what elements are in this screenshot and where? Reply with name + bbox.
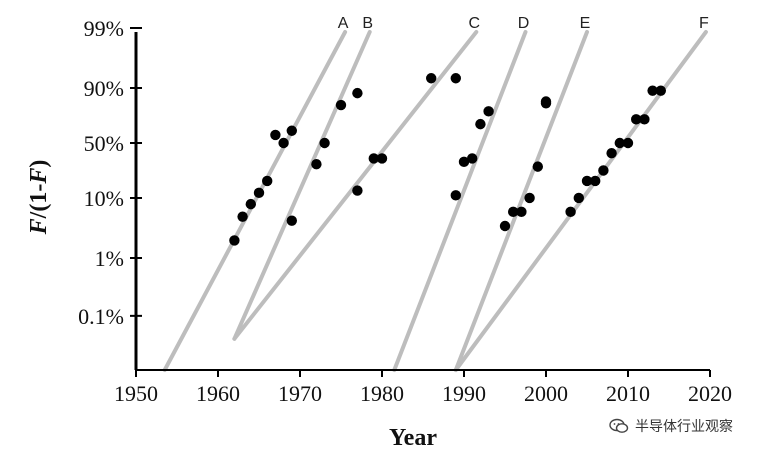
y-axis-title-part: ) bbox=[26, 160, 52, 168]
y-tick-label: 1% bbox=[95, 246, 124, 271]
trend-line-label-f: F bbox=[699, 15, 709, 32]
y-tick-label: 50% bbox=[84, 131, 124, 156]
data-point bbox=[311, 158, 322, 170]
wechat-icon bbox=[609, 418, 629, 433]
data-point bbox=[245, 198, 256, 210]
trend-line-c bbox=[232, 30, 479, 341]
data-point bbox=[499, 220, 511, 232]
y-axis-title-part: F bbox=[26, 218, 52, 235]
trend-line-label-a: A bbox=[338, 15, 349, 32]
data-point bbox=[508, 206, 519, 218]
y-axis-title-part: /(1- bbox=[26, 184, 52, 220]
trend-line-label-e: E bbox=[580, 15, 591, 32]
x-tick-label: 2020 bbox=[688, 381, 732, 406]
data-point bbox=[590, 175, 601, 187]
data-point bbox=[253, 187, 265, 199]
data-point bbox=[270, 129, 281, 141]
watermark-text: 半导体行业观察 bbox=[635, 419, 733, 435]
trend-line-d bbox=[392, 30, 528, 372]
data-point bbox=[647, 85, 658, 96]
data-point bbox=[606, 147, 617, 159]
data-point bbox=[450, 73, 461, 84]
data-point bbox=[335, 99, 347, 111]
y-tick-label: 0.1% bbox=[78, 304, 124, 329]
data-point bbox=[655, 85, 666, 96]
data-point bbox=[639, 114, 650, 125]
data-point bbox=[467, 153, 478, 164]
data-point bbox=[516, 206, 527, 218]
watermark: 半导体行业观察 bbox=[609, 416, 733, 436]
x-tick-label: 2010 bbox=[606, 381, 650, 406]
data-point bbox=[286, 125, 297, 136]
trend-line-b bbox=[232, 30, 372, 341]
data-point bbox=[286, 215, 297, 226]
x-tick-label: 1950 bbox=[114, 381, 158, 406]
data-point bbox=[573, 192, 584, 204]
x-tick-label: 1990 bbox=[442, 381, 486, 406]
data-point bbox=[622, 137, 634, 149]
axis-labels: 0.1% 1% 10% 50% 90% 99% 1950 1960 1970 1980 1990 20… bbox=[26, 16, 732, 451]
data-point bbox=[278, 137, 289, 149]
data-point bbox=[262, 175, 273, 187]
data-point bbox=[458, 156, 470, 168]
data-point bbox=[614, 137, 625, 149]
y-tick-label: 10% bbox=[84, 186, 124, 211]
data-point bbox=[631, 114, 642, 125]
data-point bbox=[532, 161, 543, 172]
data-point bbox=[524, 192, 535, 204]
data-point bbox=[376, 153, 388, 164]
data-point bbox=[352, 87, 363, 99]
data-point bbox=[352, 185, 363, 196]
y-tick-label: 90% bbox=[84, 76, 124, 101]
x-axis-title: Year bbox=[389, 425, 437, 451]
x-tick-label: 2000 bbox=[524, 381, 568, 406]
data-point bbox=[368, 153, 379, 164]
trend-line-label-d: D bbox=[518, 15, 530, 32]
x-tick-label: 1960 bbox=[196, 381, 240, 406]
data-point bbox=[540, 98, 552, 109]
data-point bbox=[581, 175, 593, 187]
data-points bbox=[229, 73, 666, 246]
data-point bbox=[565, 206, 576, 218]
trend-line-label-c: C bbox=[469, 15, 481, 32]
data-point bbox=[475, 118, 486, 130]
data-point bbox=[450, 190, 461, 201]
data-point bbox=[319, 137, 330, 149]
x-tick-label: 1970 bbox=[278, 381, 322, 406]
y-axis-title-part: F bbox=[26, 168, 52, 185]
trend-line-e bbox=[453, 30, 589, 372]
data-point bbox=[237, 211, 248, 222]
data-point bbox=[229, 235, 240, 246]
y-tick-label: 99% bbox=[84, 16, 124, 41]
data-point bbox=[483, 106, 494, 117]
data-point bbox=[426, 73, 437, 84]
y-axis-title: F/(1-F) bbox=[26, 160, 52, 236]
axes bbox=[130, 26, 711, 377]
data-point bbox=[598, 165, 609, 176]
trend-line-label-b: B bbox=[362, 15, 373, 32]
x-tick-label: 1980 bbox=[360, 381, 404, 406]
